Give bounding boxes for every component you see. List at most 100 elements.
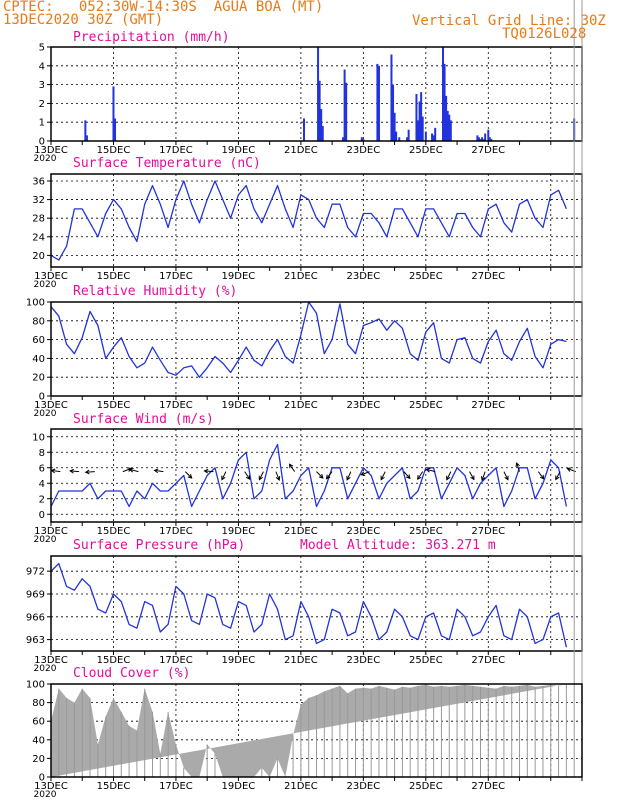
cloud-xtick-label: 25DEC	[409, 781, 443, 792]
wind-arrowhead	[221, 475, 226, 481]
wind-arrow	[289, 463, 296, 472]
humidity-ytick-label: 20	[32, 373, 45, 384]
precip-ytick-label: 5	[39, 43, 45, 54]
precip-xtick-label: 21DEC	[284, 145, 318, 156]
humidity-xtick-label: 23DEC	[346, 400, 380, 411]
wind-title: Surface Wind (m/s)	[73, 412, 214, 427]
pressure-xtick-label: 27DEC	[471, 655, 505, 666]
wind-arrowhead	[417, 475, 422, 480]
wind-xtick-label: 15DEC	[97, 526, 131, 537]
pressure-title: Surface Pressure (hPa)	[73, 538, 246, 553]
wind-xtick-label: 25DEC	[409, 526, 443, 537]
precip-ytick-label: 2	[39, 99, 45, 110]
precip-xtick-label: 15DEC	[97, 145, 131, 156]
temp-series-line	[50, 180, 567, 261]
precip-bar	[481, 137, 484, 141]
wind-xtick-label: 13DEC	[34, 526, 68, 537]
pressure-ytick-label: 966	[26, 612, 45, 623]
cloud-xtick-label: 21DEC	[284, 781, 318, 792]
precip-bar	[434, 127, 437, 141]
pressure-xtick-label: 21DEC	[284, 655, 318, 666]
cloud-ytick-label: 100	[26, 680, 45, 691]
wind-ytick-label: 4	[39, 479, 45, 490]
humidity-xtick-label: 27DEC	[471, 400, 505, 411]
precip-bar	[488, 137, 491, 141]
precip-ytick-label: 1	[39, 118, 45, 129]
precip-ytick-label: 4	[39, 61, 45, 72]
precip-bar	[484, 133, 487, 141]
precip-bar	[318, 80, 321, 141]
wind-arrowhead	[258, 475, 263, 481]
wind-arrow	[316, 471, 324, 479]
temp-ytick-label: 24	[32, 232, 45, 243]
precip-bar	[490, 139, 493, 141]
precip-bar	[431, 133, 434, 141]
humidity-xtick-label: 13DEC	[34, 400, 68, 411]
precip-bar	[420, 92, 423, 141]
precip-bar	[321, 125, 324, 141]
wind-arrow	[481, 471, 486, 481]
precip-bar	[448, 114, 451, 141]
precip-bar	[477, 137, 480, 141]
wind-arrow	[516, 462, 521, 472]
precip-bar	[449, 120, 452, 141]
altitude-label: Model Altitude: 363.271 m	[300, 538, 496, 553]
wind-arrow	[326, 471, 333, 479]
temp-xtick-label: 23DEC	[346, 271, 380, 282]
wind-arrow	[417, 471, 424, 480]
wind-ytick-label: 0	[39, 510, 45, 521]
humidity-ytick-label: 80	[32, 316, 45, 327]
pressure-ytick-label: 963	[26, 635, 45, 646]
pressure-series-line	[50, 562, 568, 648]
precip-ytick-label: 0	[39, 137, 45, 148]
precip-bar	[377, 65, 380, 141]
wind-arrow	[469, 471, 475, 480]
cloud-ytick-label: 0	[39, 773, 45, 784]
cloud-ytick-label: 60	[32, 717, 45, 728]
wind-arrowhead	[515, 462, 520, 468]
precip-year-label: 2020	[34, 154, 57, 164]
precip-bar	[114, 118, 117, 141]
precip-bar	[442, 47, 445, 141]
wind-arrowhead	[346, 475, 351, 481]
precip-bar	[445, 95, 448, 141]
wind-arrow	[184, 471, 193, 479]
wind-arrowhead	[539, 474, 545, 480]
temp-xtick-label: 15DEC	[97, 271, 131, 282]
header-code: TQ0126L028	[502, 26, 587, 42]
wind-xtick-label: 17DEC	[159, 526, 193, 537]
precip-bar	[446, 110, 449, 141]
precip-bar	[424, 131, 427, 141]
humidity-ytick-label: 0	[39, 392, 45, 403]
precip-bar	[112, 86, 115, 141]
pressure-xtick-label: 13DEC	[34, 655, 68, 666]
wind-arrowhead	[288, 463, 294, 469]
precip-frame	[50, 46, 583, 142]
precip-bar	[360, 137, 363, 141]
precip-bar	[398, 137, 401, 141]
temp-xtick-label: 27DEC	[471, 271, 505, 282]
wind-arrowhead	[275, 475, 281, 481]
cloud-ytick-label: 80	[32, 698, 45, 709]
wind-arrow	[258, 471, 264, 480]
precip-bar	[362, 139, 365, 141]
wind-arrowhead	[153, 468, 159, 474]
pressure-frame	[50, 555, 583, 652]
cloud-xtick-label: 19DEC	[222, 781, 256, 792]
wind-arrowhead	[504, 475, 509, 481]
wind-arrowhead	[187, 474, 193, 479]
wind-arrowhead	[318, 474, 324, 479]
temp-xtick-label: 19DEC	[222, 271, 256, 282]
precip-bar	[395, 131, 398, 141]
precip-xtick-label: 23DEC	[346, 145, 380, 156]
temp-ytick-label: 36	[32, 176, 45, 187]
header-location: CPTEC: 052:30W-14:30S AGUA BOA (MT)	[3, 0, 324, 15]
wind-ytick-label: 6	[39, 463, 45, 474]
wind-arrow	[555, 471, 561, 480]
wind-arrow	[380, 471, 386, 480]
cloud-xtick-label: 23DEC	[346, 781, 380, 792]
precip-bar	[345, 82, 348, 141]
temp-ytick-label: 32	[32, 195, 45, 206]
temp-year-label: 2020	[34, 280, 57, 290]
